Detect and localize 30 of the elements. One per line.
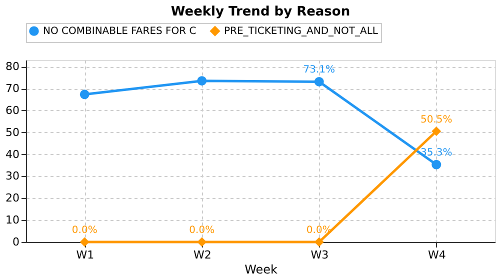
x-tick-label: W3 [310, 248, 329, 262]
point [197, 76, 207, 86]
data-label: 73.1% [303, 64, 336, 76]
legend-label: PRE_TICKETING_AND_NOT_ALL [224, 26, 378, 38]
y-tick-label: 70 [6, 82, 20, 96]
y-tick-label: 30 [6, 170, 20, 183]
data-label: 0.0% [72, 225, 98, 236]
y-tick-label: 60 [6, 104, 20, 117]
data-label: 35.3% [420, 148, 452, 159]
point [197, 237, 207, 247]
y-tick-label: 50 [6, 126, 20, 139]
y-tick-label: 10 [6, 214, 20, 227]
point [80, 90, 90, 100]
y-tick-label: 40 [6, 148, 20, 161]
x-tick-label: W1 [76, 248, 94, 262]
chart-title: Weekly Trend by Reason [170, 4, 350, 20]
x-tick-label: W2 [193, 248, 212, 262]
point [432, 126, 442, 136]
data-label: 50.5% [420, 114, 452, 126]
y-tick-label: 20 [6, 192, 20, 205]
legend-label: NO COMBINABLE FARES FOR C [43, 26, 196, 38]
point [314, 76, 324, 86]
point [80, 237, 90, 247]
y-tick-label: 0 [12, 236, 20, 248]
x-tick-label: W4 [428, 248, 446, 262]
point [432, 160, 442, 170]
y-tick-label: 80 [6, 60, 20, 74]
x-axis-title: Week [244, 262, 278, 276]
data-label: 0.0% [189, 225, 215, 236]
point [314, 237, 324, 247]
